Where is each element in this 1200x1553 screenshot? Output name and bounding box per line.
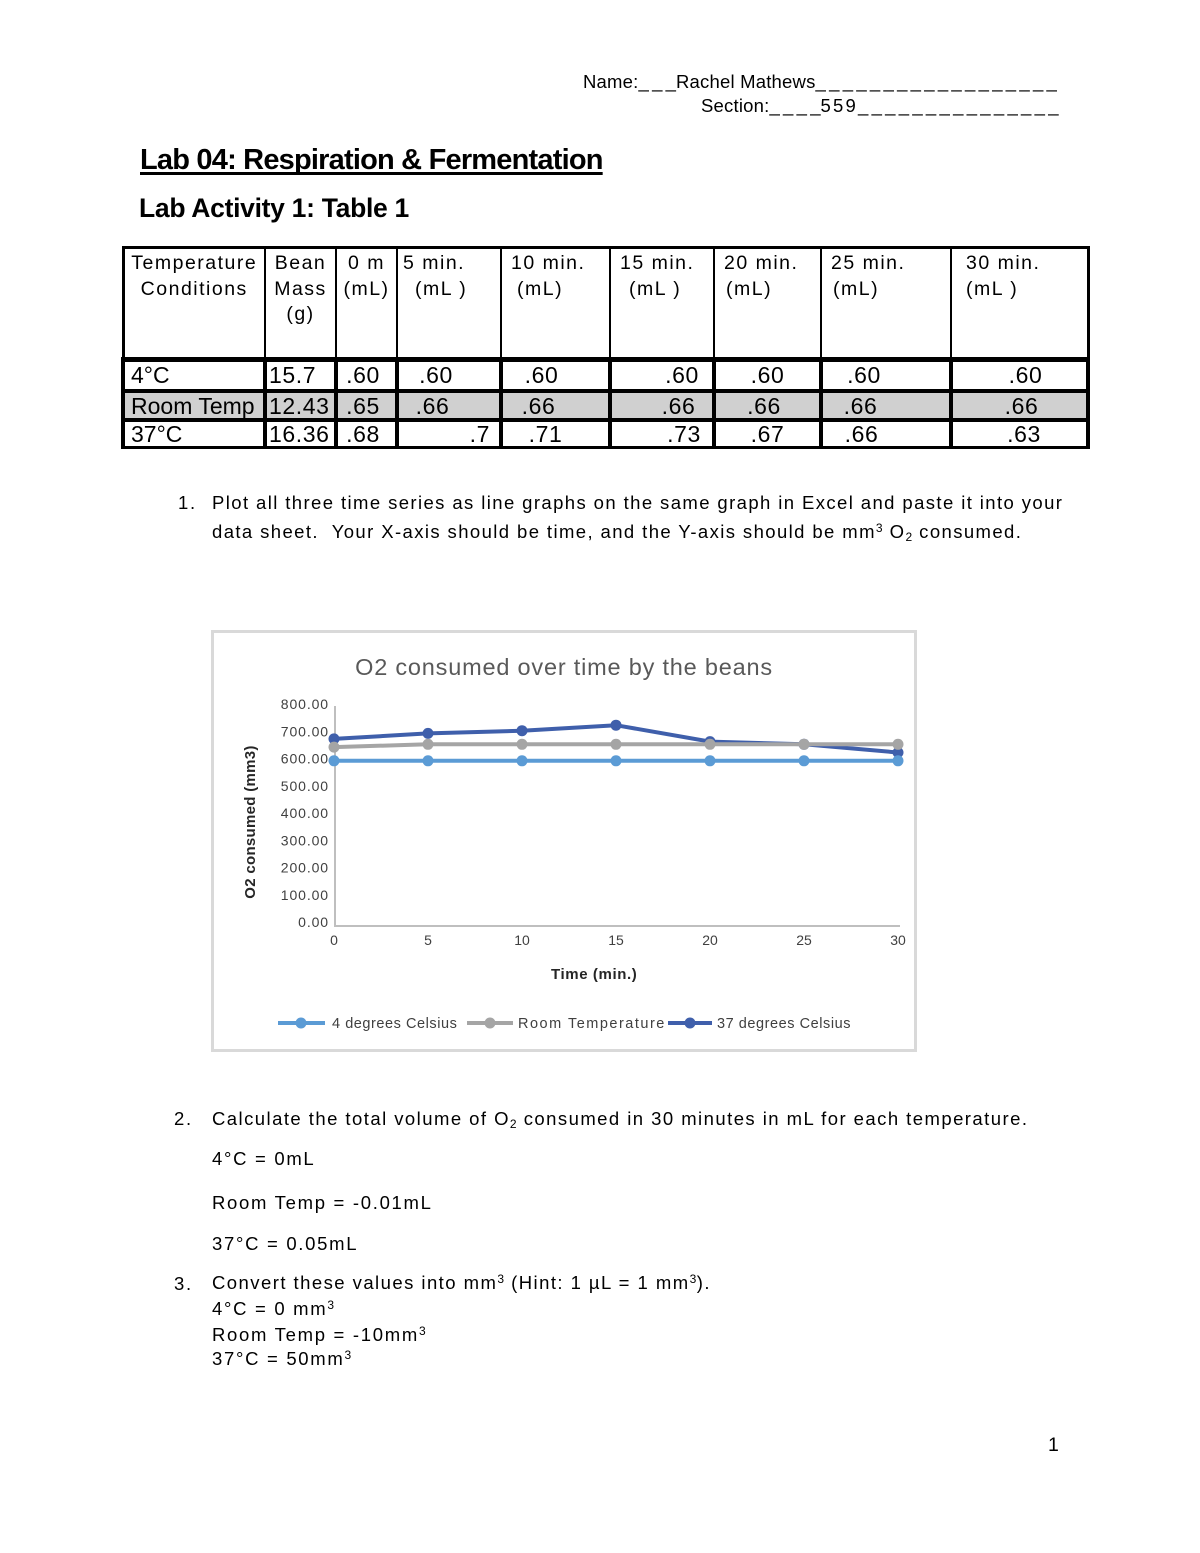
svg-text:700.00: 700.00 xyxy=(281,723,329,739)
svg-text:0: 0 xyxy=(330,932,338,948)
svg-text:300.00: 300.00 xyxy=(281,832,329,848)
svg-text:37 degrees Celsius: 37 degrees Celsius xyxy=(717,1016,851,1032)
svg-text:10: 10 xyxy=(514,932,530,948)
svg-text:5: 5 xyxy=(424,932,432,948)
svg-text:30: 30 xyxy=(890,932,906,948)
svg-text:600.00: 600.00 xyxy=(281,751,329,767)
svg-text:500.00: 500.00 xyxy=(281,778,329,794)
svg-text:4 degrees Celsius: 4 degrees Celsius xyxy=(332,1016,457,1032)
svg-text:20: 20 xyxy=(702,932,718,948)
svg-text:O2 consumed (mm3): O2 consumed (mm3) xyxy=(242,745,259,898)
svg-text:200.00: 200.00 xyxy=(281,860,329,876)
svg-text:100.00: 100.00 xyxy=(281,887,329,903)
svg-text:25: 25 xyxy=(796,932,812,948)
svg-text:400.00: 400.00 xyxy=(281,805,329,821)
svg-text:Room Temperature: Room Temperature xyxy=(518,1016,666,1032)
svg-text:15: 15 xyxy=(608,932,624,948)
svg-text:800.00: 800.00 xyxy=(281,696,329,712)
svg-text:0.00: 0.00 xyxy=(298,914,329,930)
svg-text:Time (min.): Time (min.) xyxy=(551,966,637,983)
svg-text:O2 consumed over time by the b: O2 consumed over time by the beans xyxy=(355,654,773,680)
